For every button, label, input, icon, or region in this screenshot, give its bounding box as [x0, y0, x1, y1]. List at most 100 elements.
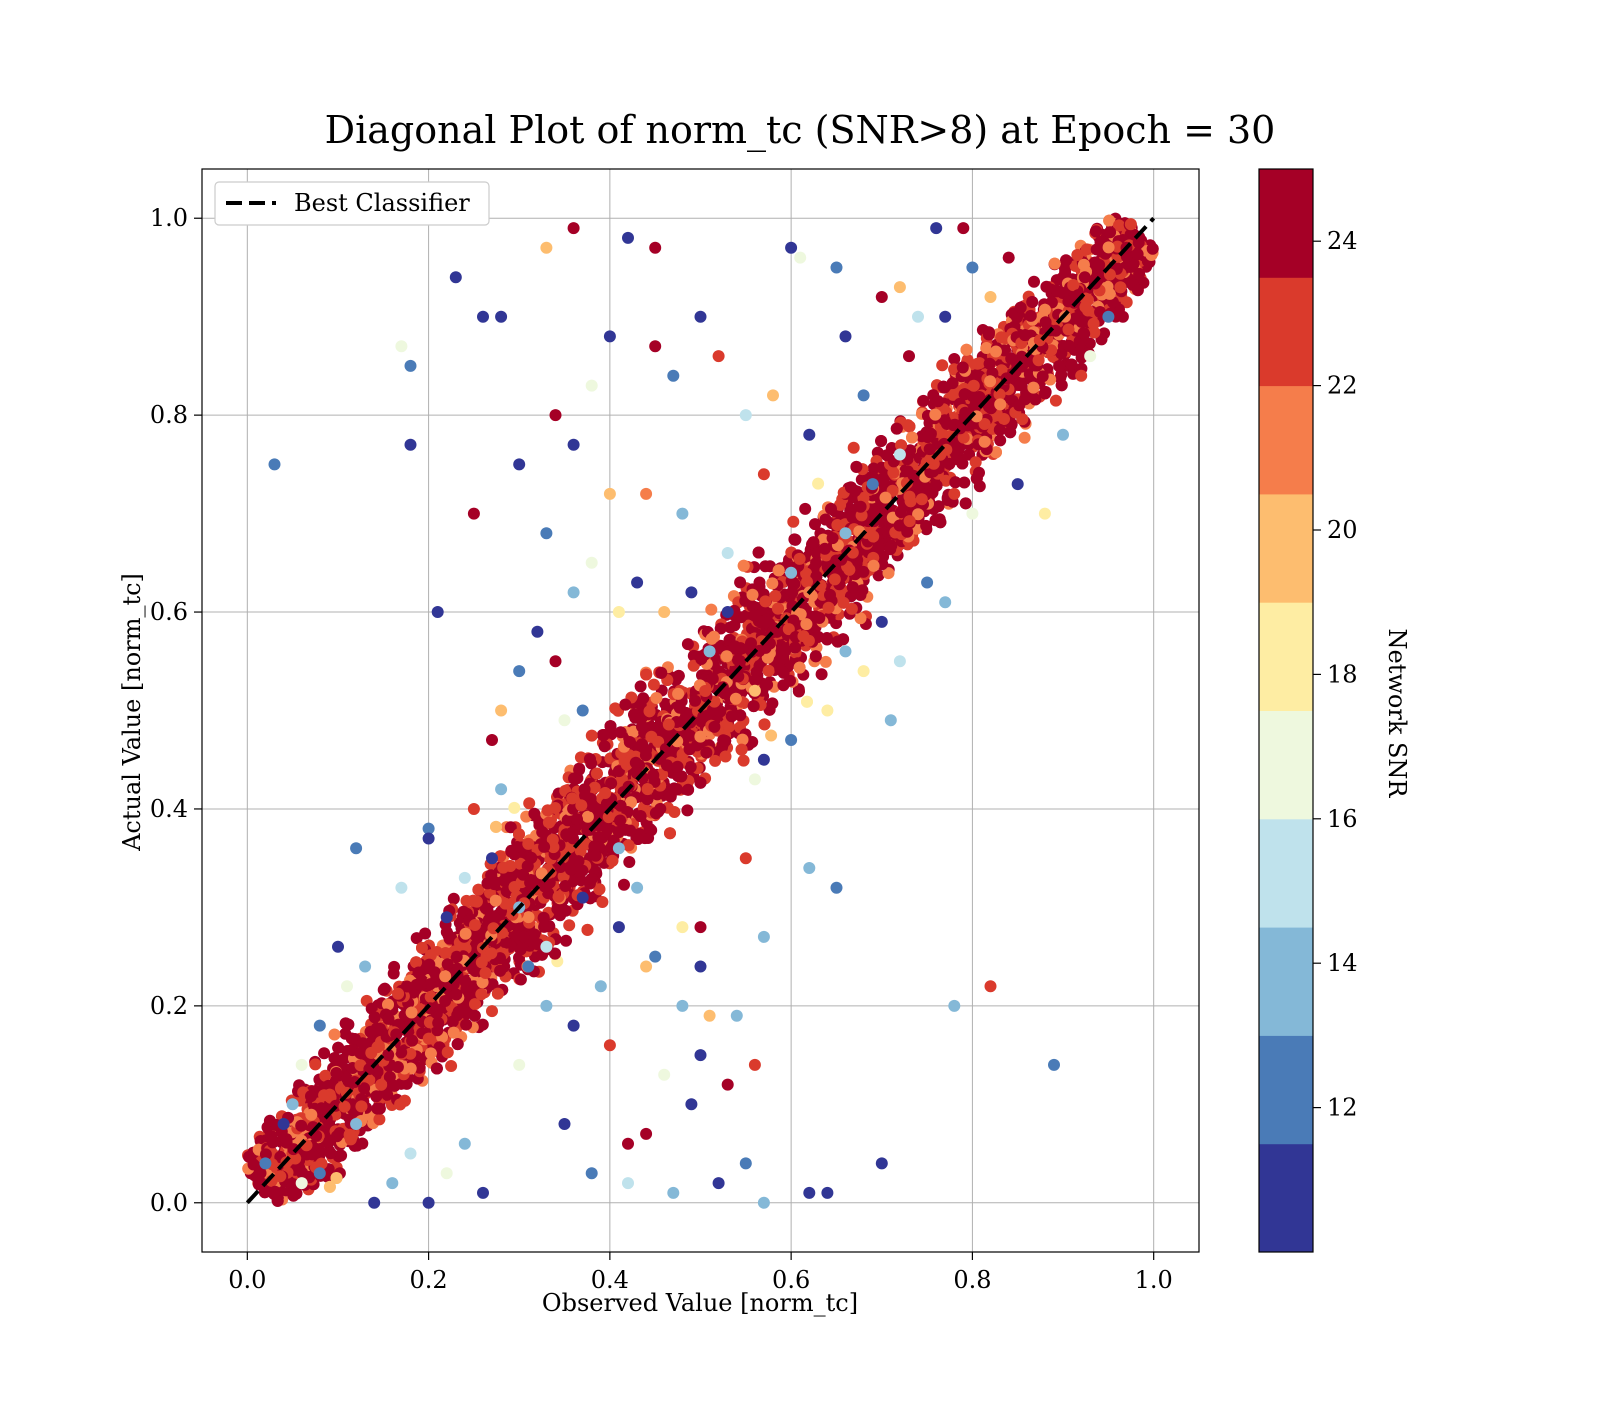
band-point	[773, 564, 785, 576]
band-point	[1125, 218, 1137, 230]
band-point	[648, 679, 660, 691]
band-point	[492, 988, 504, 1000]
band-point	[354, 1047, 366, 1059]
band-point	[1028, 276, 1040, 288]
band-point	[949, 476, 961, 488]
band-point	[586, 873, 598, 885]
band-point	[960, 497, 972, 509]
band-point	[1114, 281, 1126, 293]
band-point	[808, 536, 820, 548]
band-point	[442, 1046, 454, 1058]
band-point	[373, 1113, 385, 1125]
band-point	[682, 638, 694, 650]
band-point	[932, 395, 944, 407]
band-point	[956, 458, 968, 470]
band-point	[855, 612, 867, 624]
band-point	[709, 755, 721, 767]
band-point	[825, 503, 837, 515]
band-point	[329, 1029, 341, 1041]
band-point	[843, 564, 855, 576]
band-point	[460, 1019, 472, 1031]
band-point	[766, 577, 778, 589]
band-point	[346, 1033, 358, 1045]
band-point	[406, 1035, 418, 1047]
band-point	[695, 777, 707, 789]
band-point	[668, 806, 680, 818]
band-point	[1132, 284, 1144, 296]
band-point	[734, 576, 746, 588]
band-point	[724, 621, 736, 633]
band-point	[445, 1060, 457, 1072]
band-point	[524, 877, 536, 889]
band-point	[881, 449, 893, 461]
band-point	[812, 478, 824, 490]
band-point	[948, 353, 960, 365]
band-point	[515, 974, 527, 986]
band-point	[829, 573, 841, 585]
band-point	[850, 461, 862, 473]
band-point	[1093, 259, 1105, 271]
band-point	[515, 944, 527, 956]
band-point	[1015, 302, 1027, 314]
band-point	[618, 879, 630, 891]
band-point	[369, 1011, 381, 1023]
band-point	[431, 1063, 443, 1075]
band-point	[448, 893, 460, 905]
band-point	[995, 331, 1007, 343]
band-point	[309, 1058, 321, 1070]
band-point	[355, 1100, 367, 1112]
band-point	[382, 1013, 394, 1025]
band-point	[475, 988, 487, 1000]
band-point	[486, 1005, 498, 1017]
band-point	[772, 603, 784, 615]
band-point	[904, 421, 916, 433]
band-point	[1049, 258, 1061, 270]
band-point	[613, 826, 625, 838]
band-point	[673, 670, 685, 682]
band-point	[513, 828, 525, 840]
band-point	[413, 967, 425, 979]
band-point	[370, 1090, 382, 1102]
band-point	[568, 773, 580, 785]
band-point	[661, 759, 673, 771]
band-point	[1056, 379, 1068, 391]
band-point	[399, 1095, 411, 1107]
band-point	[794, 662, 806, 674]
band-point	[415, 979, 427, 991]
band-point	[938, 381, 950, 393]
band-point	[325, 1147, 337, 1159]
band-point	[895, 506, 907, 518]
band-point	[523, 797, 535, 809]
band-point	[694, 731, 706, 743]
band-point	[630, 757, 642, 769]
band-point	[708, 721, 720, 733]
band-point	[1050, 395, 1062, 407]
band-point	[753, 547, 765, 559]
band-point	[816, 668, 828, 680]
band-point	[765, 730, 777, 742]
band-point	[553, 891, 565, 903]
band-point	[640, 669, 652, 681]
band-point	[489, 912, 501, 924]
band-point	[324, 1181, 336, 1193]
band-point	[469, 998, 481, 1010]
band-point	[448, 1027, 460, 1039]
band-point	[957, 362, 969, 374]
band-point	[972, 358, 984, 370]
band-point	[469, 1010, 481, 1022]
band-point	[787, 516, 799, 528]
band-point	[378, 984, 390, 996]
band-point	[619, 699, 631, 711]
band-point	[970, 456, 982, 468]
band-point	[720, 751, 732, 763]
band-point	[1040, 281, 1052, 293]
band-point	[959, 388, 971, 400]
band-point	[700, 747, 712, 759]
band-point	[994, 434, 1006, 446]
band-point	[884, 543, 896, 555]
band-point	[738, 755, 750, 767]
band-point	[596, 896, 608, 908]
band-point	[933, 500, 945, 512]
band-point	[305, 1090, 317, 1102]
band-point	[508, 802, 520, 814]
